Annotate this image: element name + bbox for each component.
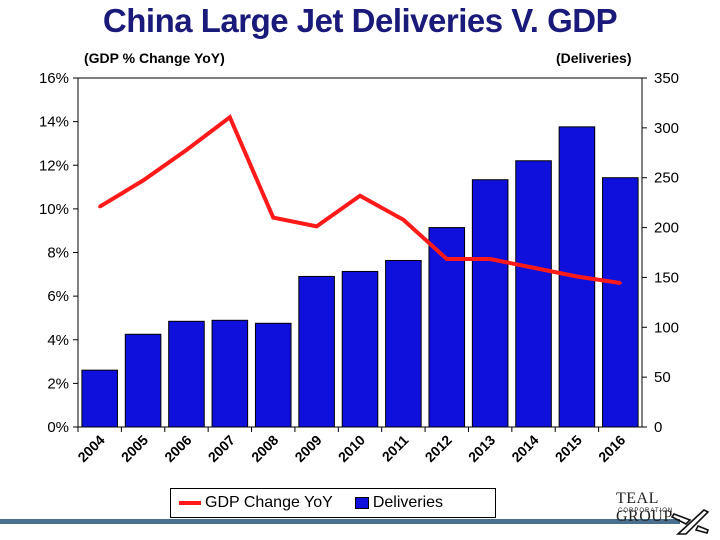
bar-deliveries <box>341 270 379 428</box>
chart-title: China Large Jet Deliveries V. GDP <box>102 2 618 39</box>
left-axis-tick-label: 14% <box>39 114 69 131</box>
x-axis-tick-label: 2010 <box>335 432 368 465</box>
point-gdp <box>184 148 188 152</box>
right-axis-title: (Deliveries) <box>556 50 632 66</box>
x-axis-tick-label: 2005 <box>118 432 151 465</box>
legend-bar-swatch <box>354 497 369 509</box>
point-gdp <box>141 179 145 183</box>
point-gdp <box>445 257 449 261</box>
legend-item-gdp: GDP Change YoY <box>179 494 333 512</box>
logo-brand: TEAL GROUP <box>616 490 673 525</box>
teal-group-logo: TEAL GROUP CORPORATION <box>612 490 712 536</box>
bar-deliveries <box>298 275 335 428</box>
left-axis-tick-label: 4% <box>47 332 69 349</box>
legend-bar-label: Deliveries <box>372 494 444 511</box>
x-axis-tick-label: 2014 <box>508 432 541 465</box>
x-axis-tick-label: 2016 <box>595 432 628 465</box>
x-axis-tick-label: 2015 <box>552 432 585 465</box>
left-axis-tick-label: 6% <box>47 288 69 305</box>
right-axis-tick-label: 150 <box>654 269 679 286</box>
bar-deliveries <box>211 319 249 428</box>
left-axis-tick-label: 16% <box>39 70 69 87</box>
legend-line-swatch <box>179 501 201 505</box>
x-axis-tick-label: 2004 <box>74 432 107 465</box>
legend: GDP Change YoY Deliveries <box>170 488 496 518</box>
legend-line-label: GDP Change YoY <box>205 494 333 511</box>
right-axis-tick-label: 200 <box>654 220 679 237</box>
right-axis-tick-label: 50 <box>654 369 671 386</box>
x-axis-tick-label: 2009 <box>291 432 324 465</box>
x-axis-tick-label: 2012 <box>422 432 455 465</box>
logo-sub: CORPORATION <box>618 508 674 514</box>
point-gdp <box>488 257 492 261</box>
point-gdp <box>315 224 319 228</box>
bar-deliveries <box>471 179 509 428</box>
left-axis-tick-label: 0% <box>47 419 69 436</box>
right-axis-tick-label: 350 <box>654 70 679 87</box>
left-axis-tick-label: 12% <box>39 157 69 174</box>
point-gdp <box>358 194 362 198</box>
left-axis-tick-label: 8% <box>47 245 69 262</box>
bar-deliveries <box>515 160 552 428</box>
point-gdp <box>575 274 579 278</box>
left-axis-tick-label: 10% <box>39 201 69 218</box>
point-gdp <box>98 205 102 209</box>
legend-item-deliveries: Deliveries <box>341 494 443 512</box>
footer-bar <box>0 519 680 524</box>
left-axis-tick-label: 2% <box>47 375 69 392</box>
x-axis-tick-label: 2013 <box>465 432 498 465</box>
point-gdp <box>401 218 405 222</box>
right-axis-tick-label: 250 <box>654 170 679 187</box>
x-axis-tick-label: 2006 <box>161 432 194 465</box>
bar-deliveries <box>81 369 118 428</box>
bar-deliveries <box>124 333 162 428</box>
bar-deliveries <box>602 177 639 428</box>
right-axis-tick-label: 0 <box>654 419 662 436</box>
bar-deliveries <box>385 259 422 428</box>
right-axis-tick-label: 100 <box>654 319 679 336</box>
point-gdp <box>271 216 275 220</box>
x-axis-tick-label: 2008 <box>248 432 281 465</box>
bar-deliveries <box>168 320 205 428</box>
point-gdp <box>532 266 536 270</box>
x-axis-tick-label: 2011 <box>379 432 412 465</box>
left-axis-title: (GDP % Change YoY) <box>84 50 225 66</box>
x-axis-tick-label: 2007 <box>205 432 238 465</box>
point-gdp <box>228 115 232 119</box>
airplane-icon <box>670 509 710 535</box>
point-gdp <box>618 281 622 285</box>
right-axis-tick-label: 300 <box>654 120 679 137</box>
bar-deliveries <box>254 322 292 428</box>
